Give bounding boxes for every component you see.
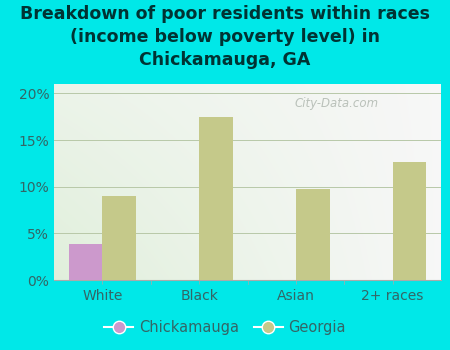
Bar xyxy=(68,244,103,280)
Legend: Chickamauga, Georgia: Chickamauga, Georgia xyxy=(98,314,352,341)
Bar xyxy=(103,196,136,280)
Text: Breakdown of poor residents within races
(income below poverty level) in
Chickam: Breakdown of poor residents within races… xyxy=(20,5,430,69)
Bar xyxy=(199,117,233,280)
Bar xyxy=(296,189,330,280)
Text: City-Data.com: City-Data.com xyxy=(294,97,378,110)
Bar xyxy=(392,162,427,280)
